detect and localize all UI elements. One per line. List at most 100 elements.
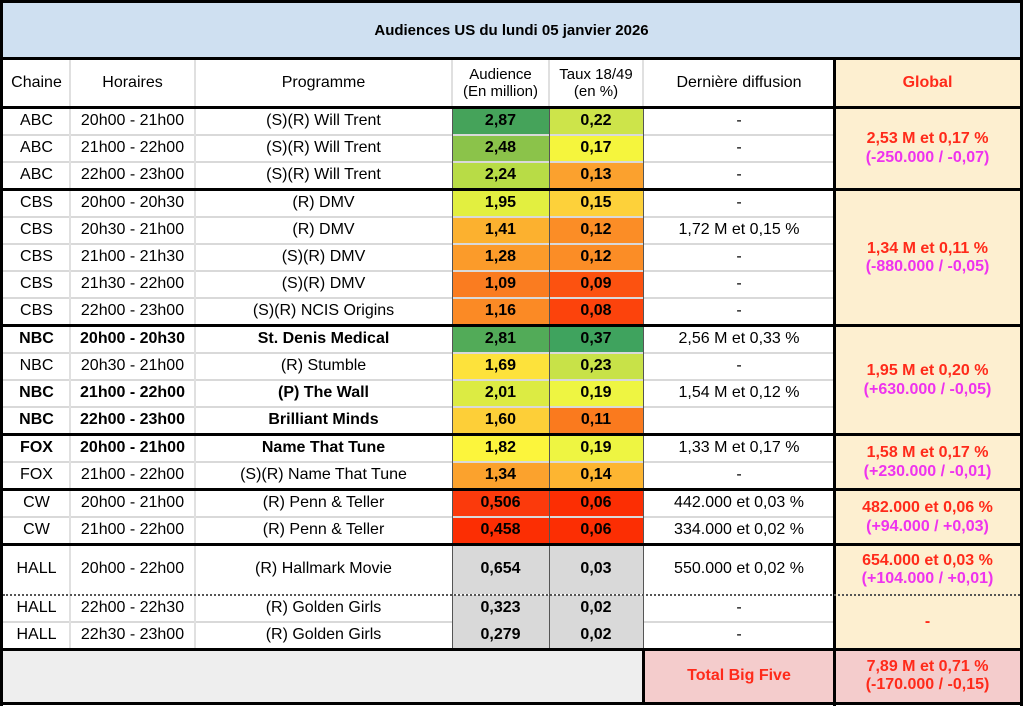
cell-audience: 0,279 <box>452 622 549 649</box>
cell-taux: 0,23 <box>549 353 643 380</box>
grid-line <box>194 58 196 650</box>
cell-programme: Brilliant Minds <box>268 411 379 429</box>
cell-derniere: - <box>736 194 742 212</box>
grid-line <box>69 58 71 650</box>
global-delta-value: (-250.000 / -0,07) <box>865 148 990 166</box>
cell-derniere: 334.000 et 0,02 % <box>674 521 804 539</box>
cell-horaires: 21h00 - 22h00 <box>80 384 185 402</box>
cell-taux: 0,06 <box>549 490 643 517</box>
grid-line <box>3 297 835 299</box>
cell-taux: 0,19 <box>549 435 643 462</box>
grid-line <box>0 702 1023 705</box>
cell-audience: 1,09 <box>452 271 549 298</box>
header-horaires: Horaires <box>102 73 163 91</box>
cell-programme: (S)(R) Will Trent <box>266 166 381 184</box>
cell-chaine: NBC <box>19 357 54 375</box>
global-delta-value: (+104.000 / +0,01) <box>861 570 994 587</box>
cell-chaine: CBS <box>20 275 53 293</box>
grid-line <box>0 488 1023 491</box>
cell-programme: (R) Stumble <box>280 357 367 375</box>
cell-chaine: CBS <box>20 302 53 320</box>
cell-chaine: NBC <box>19 384 54 402</box>
grid-line <box>3 216 835 218</box>
header-taux-line2: (en %) <box>573 83 619 100</box>
grid-line <box>3 621 835 623</box>
global-delta-value: (-880.000 / -0,05) <box>865 258 990 275</box>
cell-chaine: FOX <box>20 466 53 484</box>
header-derniere: Dernière diffusion <box>676 73 802 91</box>
cell-derniere: 2,56 M et 0,33 % <box>678 330 800 348</box>
grid-line <box>451 58 453 108</box>
cell-audience: 2,48 <box>452 135 549 162</box>
cell-horaires: 20h30 - 21h00 <box>80 221 185 239</box>
cell-taux: 0,08 <box>549 298 643 325</box>
cell-programme: (P) The Wall <box>278 384 369 402</box>
cell-audience: 1,16 <box>452 298 549 325</box>
cell-audience: 0,323 <box>452 595 549 622</box>
total-label: Total Big Five <box>643 650 835 702</box>
cell-chaine: CW <box>23 521 50 539</box>
grid-line <box>0 188 1023 191</box>
grid-line <box>0 0 3 706</box>
cell-audience: 1,41 <box>452 217 549 244</box>
total-value: 7,89 M et 0,71 % (-170.000 / -0,15) <box>835 650 1020 702</box>
cell-derniere: - <box>736 112 742 130</box>
cell-chaine: NBC <box>19 330 54 348</box>
grid-line <box>3 161 835 163</box>
grid-line <box>642 58 644 108</box>
cell-audience: 1,69 <box>452 353 549 380</box>
grid-line <box>3 352 835 354</box>
global-main-value: - <box>924 612 931 630</box>
cell-horaires: 20h00 - 20h30 <box>80 194 185 212</box>
grid-line <box>3 270 835 272</box>
cell-audience: 1,82 <box>452 435 549 462</box>
cell-programme: (S)(R) DMV <box>281 248 366 266</box>
cell-horaires: 21h00 - 22h00 <box>80 466 185 484</box>
cell-chaine: HALL <box>16 599 57 617</box>
cell-horaires: 20h30 - 21h00 <box>80 357 185 375</box>
grid-line <box>833 58 836 706</box>
global-summary-abc: 2,53 M et 0,17 % (-250.000 / -0,07) <box>835 108 1020 189</box>
cell-horaires: 22h30 - 23h00 <box>80 626 185 644</box>
grid-line <box>0 324 1023 327</box>
cell-audience: 2,81 <box>452 326 549 353</box>
cell-chaine: HALL <box>16 626 57 644</box>
grid-line <box>3 379 835 381</box>
cell-taux: 0,03 <box>549 545 643 594</box>
grid-line <box>548 58 550 108</box>
cell-taux: 0,12 <box>549 217 643 244</box>
cell-taux: 0,02 <box>549 595 643 622</box>
grid-line <box>549 108 550 650</box>
global-main-value: 1,34 M et 0,11 % <box>867 239 988 257</box>
cell-audience: 1,34 <box>452 462 549 489</box>
cell-horaires: 21h00 - 21h30 <box>80 248 185 266</box>
total-main-value: 7,89 M et 0,71 % <box>866 657 989 675</box>
cell-horaires: 21h00 - 22h00 <box>80 139 185 157</box>
total-delta-value: (-170.000 / -0,15) <box>865 676 990 693</box>
cell-derniere: 442.000 et 0,03 % <box>674 494 804 512</box>
cell-programme: (S)(R) NCIS Origins <box>252 302 395 320</box>
cell-chaine: CBS <box>20 248 53 266</box>
global-main-value: 654.000 et 0,03 % <box>862 551 993 569</box>
cell-taux: 0,37 <box>549 326 643 353</box>
cell-horaires: 20h00 - 21h00 <box>80 112 185 130</box>
cell-audience: 1,28 <box>452 244 549 271</box>
cell-taux: 0,22 <box>549 108 643 135</box>
global-summary-fox: 1,58 M et 0,17 % (+230.000 / -0,01) <box>835 435 1020 490</box>
cell-horaires: 20h00 - 22h00 <box>80 560 185 578</box>
grid-line <box>3 243 835 245</box>
cell-horaires: 20h00 - 21h00 <box>80 494 185 512</box>
dotted-divider <box>3 594 1020 596</box>
global-delta-value: (+94.000 / +0,03) <box>866 517 989 535</box>
cell-programme: (R) Golden Girls <box>265 626 382 644</box>
global-main-value: 1,95 M et 0,20 % <box>866 362 989 380</box>
global-summary-cbs: 1,34 M et 0,11 % (-880.000 / -0,05) <box>835 190 1020 326</box>
cell-programme: (S)(R) Will Trent <box>266 139 381 157</box>
header-audience: Audience (En million) <box>452 58 549 108</box>
header-programme: Programme <box>281 73 366 91</box>
cell-audience: 0,458 <box>452 517 549 544</box>
header-audience-line2: (En million) <box>462 83 538 100</box>
cell-taux: 0,17 <box>549 135 643 162</box>
cell-chaine: FOX <box>20 439 53 457</box>
